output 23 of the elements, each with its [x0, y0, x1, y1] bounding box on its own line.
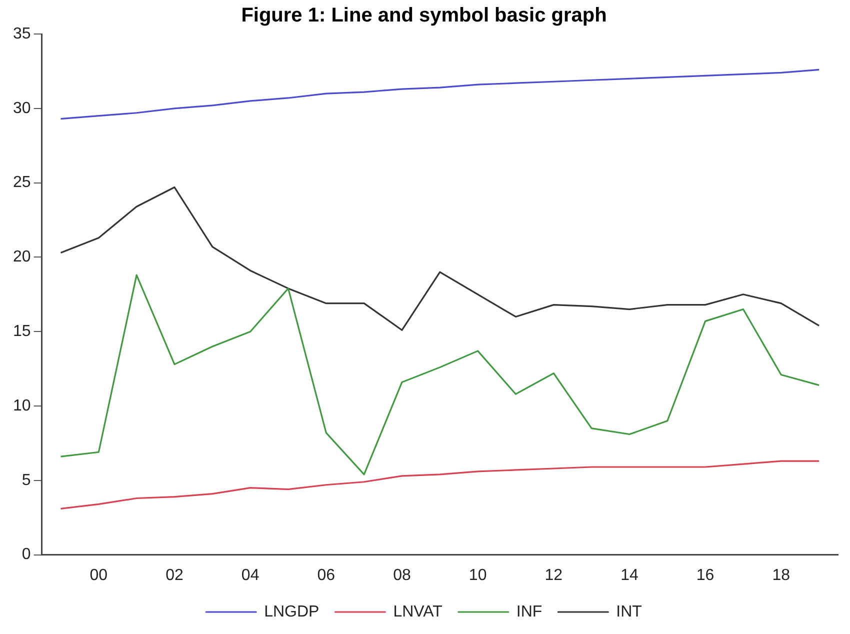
y-tick-label: 0 — [22, 546, 31, 564]
y-tick-label: 30 — [13, 100, 31, 117]
legend-label: INF — [516, 603, 542, 620]
y-tick-label: 15 — [13, 323, 31, 340]
y-tick-label: 10 — [13, 397, 31, 414]
legend-label: INT — [616, 603, 642, 620]
x-tick-label: 04 — [241, 566, 260, 584]
x-tick-label: 14 — [620, 566, 638, 584]
legend-label: LNGDP — [264, 603, 320, 620]
x-tick-label: 06 — [317, 566, 336, 584]
legend-label: LNVAT — [393, 603, 443, 620]
x-tick-label: 18 — [772, 566, 790, 584]
y-tick-label: 25 — [13, 174, 31, 192]
y-tick-label: 5 — [22, 472, 31, 489]
x-tick-label: 08 — [393, 566, 411, 584]
x-tick-label: 16 — [696, 566, 714, 584]
x-tick-label: 02 — [166, 566, 184, 584]
x-tick-label: 00 — [90, 566, 108, 584]
x-tick-label: 10 — [468, 566, 487, 584]
x-tick-label: 12 — [544, 566, 563, 584]
y-tick-label: 20 — [13, 248, 31, 266]
chart-title: Figure 1: Line and symbol basic graph — [241, 4, 607, 27]
y-tick-label: 35 — [13, 25, 31, 42]
